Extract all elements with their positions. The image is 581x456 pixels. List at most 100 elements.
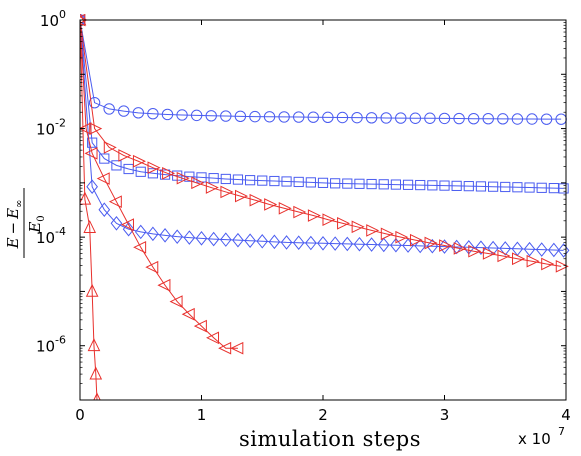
data-point-triangle-right xyxy=(176,171,190,185)
data-point-diamond xyxy=(341,236,354,252)
data-point-diamond xyxy=(244,233,256,248)
y-tick-base: 10 xyxy=(36,121,55,139)
data-point-diamond xyxy=(195,231,208,246)
data-point-triangle-right xyxy=(497,249,511,263)
data-point-triangle-up xyxy=(93,392,101,400)
data-point-diamond xyxy=(207,231,220,247)
y-tick-label: 100 xyxy=(40,8,66,30)
series-triangle-up xyxy=(80,14,103,400)
data-point-circle xyxy=(424,112,436,124)
data-point-triangle-right xyxy=(322,213,336,226)
ylab-den-sub: 0 xyxy=(36,215,47,221)
data-point-circle xyxy=(132,107,145,119)
series-line xyxy=(80,19,564,251)
data-point-diamond xyxy=(377,237,390,253)
data-point-square xyxy=(439,180,450,191)
data-point-triangle-left xyxy=(133,240,147,254)
data-point-triangle-left xyxy=(108,195,122,209)
y-tick-label: 10-2 xyxy=(36,117,66,139)
data-point-triangle-left xyxy=(230,341,244,355)
data-point-circle xyxy=(147,107,159,120)
data-point-circle xyxy=(88,96,101,109)
data-point-triangle-right xyxy=(220,185,234,199)
data-point-triangle-left xyxy=(145,260,159,274)
data-point-diamond xyxy=(475,240,487,255)
data-point-square xyxy=(536,182,547,193)
data-point-diamond xyxy=(414,238,427,254)
y-axis-title: E−E∞ E0 xyxy=(4,188,47,258)
data-point-square xyxy=(220,173,231,185)
data-point-triangle-right xyxy=(439,239,453,252)
data-point-diamond xyxy=(219,232,232,247)
data-point-square xyxy=(269,175,280,187)
data-point-triangle-up xyxy=(89,366,103,380)
series-diamond xyxy=(80,14,570,258)
data-point-diamond xyxy=(548,242,560,258)
data-point-triangle-up xyxy=(83,219,97,233)
series-layer xyxy=(80,14,570,400)
data-point-triangle-right xyxy=(103,141,117,154)
y-tick-exponent: -4 xyxy=(55,225,66,238)
data-point-triangle-right xyxy=(395,230,409,244)
data-point-triangle-right xyxy=(337,216,351,230)
data-point-circle xyxy=(438,112,451,125)
data-point-diamond xyxy=(523,241,536,257)
y-tick-exponent: -2 xyxy=(55,117,66,130)
data-point-triangle-up xyxy=(85,283,99,297)
data-point-square xyxy=(378,179,389,190)
data-point-triangle-left xyxy=(193,319,207,333)
x-axis-ticks: 0 1 2 3 4 xyxy=(75,20,571,424)
data-point-square xyxy=(293,176,304,188)
series-line xyxy=(80,19,238,349)
data-point-triangle-right xyxy=(526,254,540,268)
data-point-triangle-left xyxy=(84,146,98,160)
data-point-square xyxy=(342,178,353,189)
data-point-square xyxy=(159,169,171,180)
data-point-diamond xyxy=(122,221,135,237)
data-point-triangle-right xyxy=(424,236,438,250)
x-tick-label: 0 xyxy=(75,406,85,424)
data-point-triangle-left xyxy=(157,278,171,292)
series-line xyxy=(80,19,562,267)
data-point-circle xyxy=(482,112,494,125)
data-point-circle xyxy=(526,113,538,125)
data-point-diamond xyxy=(147,226,159,242)
data-point-triangle-right xyxy=(468,244,482,258)
data-point-triangle-right xyxy=(191,176,205,190)
data-point-triangle-left xyxy=(206,331,220,345)
data-point-circle xyxy=(453,112,465,125)
data-point-diamond xyxy=(557,243,570,258)
data-point-circle xyxy=(278,111,290,123)
data-point-triangle-right xyxy=(555,260,569,273)
x-multiplier-base: x 10 xyxy=(518,430,551,448)
data-point-square xyxy=(558,183,569,194)
data-point-triangle-right xyxy=(366,224,380,237)
data-point-circle xyxy=(511,113,524,125)
y-tick-exponent: 0 xyxy=(59,8,66,21)
data-point-circle xyxy=(249,110,261,123)
data-point-circle xyxy=(161,108,174,121)
data-point-square xyxy=(317,177,329,188)
data-point-square xyxy=(111,160,122,171)
data-point-circle xyxy=(103,103,115,115)
data-point-circle xyxy=(497,113,509,125)
data-point-triangle-up xyxy=(80,14,87,26)
data-point-triangle-right xyxy=(249,193,263,207)
svg-text:E−E∞: E−E∞ xyxy=(4,200,25,250)
data-point-square xyxy=(330,178,341,189)
data-point-circle xyxy=(263,111,276,123)
data-point-circle xyxy=(118,105,130,117)
data-point-square xyxy=(463,181,474,192)
ylab-minus: − xyxy=(4,222,22,235)
data-point-square xyxy=(366,178,377,190)
data-point-square xyxy=(281,176,292,187)
ylab-inf-sub: ∞ xyxy=(14,200,25,208)
data-point-circle xyxy=(336,111,349,124)
data-point-triangle-right xyxy=(409,233,423,247)
data-point-circle xyxy=(351,111,363,124)
data-point-triangle-right xyxy=(293,205,307,219)
data-point-diamond xyxy=(499,241,512,256)
data-point-diamond xyxy=(402,238,414,253)
x-tick-label: 3 xyxy=(440,406,450,424)
series-circle xyxy=(80,14,567,125)
